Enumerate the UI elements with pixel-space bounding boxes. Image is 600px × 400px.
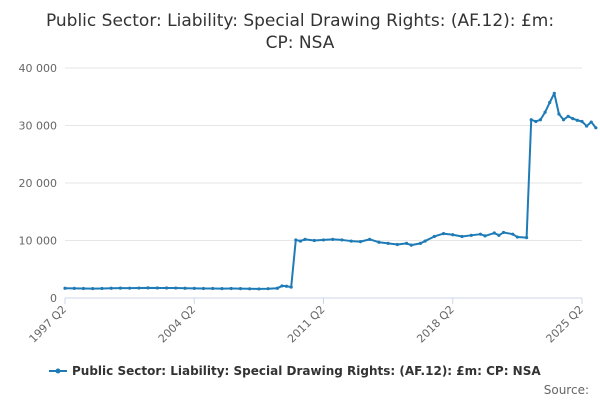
data-point[interactable] xyxy=(561,118,566,122)
data-point[interactable] xyxy=(478,232,483,236)
gridlines xyxy=(65,67,582,241)
data-point[interactable] xyxy=(340,238,344,242)
data-point[interactable] xyxy=(497,233,501,237)
data-point[interactable] xyxy=(303,237,307,241)
data-point[interactable] xyxy=(548,100,552,105)
data-point[interactable] xyxy=(118,286,122,290)
chart-title-line2: CP: NSA xyxy=(266,33,335,53)
data-point[interactable] xyxy=(441,232,446,236)
data-point[interactable] xyxy=(128,286,132,290)
data-point[interactable] xyxy=(257,287,261,291)
data-point[interactable] xyxy=(248,287,252,291)
data-point[interactable] xyxy=(368,237,372,241)
data-point[interactable] xyxy=(529,118,533,122)
x-tick-label: 2018 Q2 xyxy=(414,303,457,346)
data-point[interactable] xyxy=(229,286,233,291)
data-point[interactable] xyxy=(294,238,298,242)
data-point[interactable] xyxy=(395,242,399,247)
data-point[interactable] xyxy=(552,91,556,95)
data-point[interactable] xyxy=(451,233,455,237)
series-line-0 xyxy=(64,92,597,290)
source-label: Source: xyxy=(544,383,589,397)
data-point[interactable] xyxy=(321,238,326,242)
data-point[interactable] xyxy=(594,126,598,130)
legend[interactable]: Public Sector: Liability: Special Drawin… xyxy=(49,364,541,378)
x-tick-label: 2025 Q2 xyxy=(544,303,587,346)
data-point[interactable] xyxy=(201,286,206,291)
data-point[interactable] xyxy=(349,239,353,243)
data-point[interactable] xyxy=(557,112,561,116)
x-axis-ticks: 1997 Q2 2004 Q2 2011 Q2 2018 Q2 2025 Q2 xyxy=(27,298,587,346)
chart-title-line1: Public Sector: Liability: Special Drawin… xyxy=(46,11,554,31)
data-point[interactable] xyxy=(174,286,178,290)
data-point[interactable] xyxy=(571,117,575,121)
data-point[interactable] xyxy=(525,236,529,240)
data-point[interactable] xyxy=(469,233,473,237)
data-point[interactable] xyxy=(386,241,390,245)
y-tick-label: 30 000 xyxy=(19,120,58,133)
data-point[interactable] xyxy=(109,286,113,290)
data-point[interactable] xyxy=(404,241,409,245)
data-point[interactable] xyxy=(358,240,363,244)
data-point[interactable] xyxy=(146,286,150,290)
data-point[interactable] xyxy=(280,284,284,288)
x-tick-label: 1997 Q2 xyxy=(27,303,70,346)
data-point[interactable] xyxy=(589,120,593,124)
data-point[interactable] xyxy=(534,119,538,124)
data-point[interactable] xyxy=(377,240,381,244)
data-point[interactable] xyxy=(575,118,579,122)
data-point[interactable] xyxy=(515,235,519,239)
data-point[interactable] xyxy=(511,232,515,236)
data-point[interactable] xyxy=(91,286,95,291)
data-point[interactable] xyxy=(432,234,436,239)
data-point[interactable] xyxy=(460,234,464,239)
data-point[interactable] xyxy=(492,231,496,235)
data-point[interactable] xyxy=(72,286,76,290)
y-tick-label: 0 xyxy=(50,292,57,305)
x-tick-label: 2004 Q2 xyxy=(156,303,199,346)
data-point[interactable] xyxy=(483,234,487,238)
y-tick-label: 40 000 xyxy=(19,62,58,75)
data-point[interactable] xyxy=(164,286,169,290)
data-point[interactable] xyxy=(284,284,289,288)
data-point[interactable] xyxy=(566,114,570,118)
data-point[interactable] xyxy=(418,241,423,245)
data-point[interactable] xyxy=(585,124,589,128)
data-point[interactable] xyxy=(289,285,293,289)
data-point[interactable] xyxy=(183,286,187,290)
y-tick-label: 10 000 xyxy=(19,235,58,248)
y-tick-label: 20 000 xyxy=(19,177,58,190)
data-point[interactable] xyxy=(501,230,506,235)
data-point[interactable] xyxy=(192,286,196,290)
data-point[interactable] xyxy=(63,286,67,290)
data-point[interactable] xyxy=(423,239,427,243)
data-point[interactable] xyxy=(266,287,270,291)
data-point[interactable] xyxy=(100,286,104,291)
x-tick-label: 2011 Q2 xyxy=(285,303,328,346)
data-point[interactable] xyxy=(137,286,141,290)
data-point[interactable] xyxy=(543,110,547,114)
data-point[interactable] xyxy=(155,286,159,290)
data-point[interactable] xyxy=(211,286,215,291)
data-point[interactable] xyxy=(312,238,316,243)
y-axis-ticks: 0 10 000 20 000 30 000 40 000 xyxy=(19,62,58,305)
data-point[interactable] xyxy=(81,286,86,291)
series-layer xyxy=(63,91,598,291)
legend-marker-icon xyxy=(55,368,61,374)
data-point[interactable] xyxy=(220,286,224,291)
data-point[interactable] xyxy=(580,119,584,124)
data-point[interactable] xyxy=(538,118,543,122)
data-point[interactable] xyxy=(409,243,413,247)
data-point[interactable] xyxy=(275,286,279,290)
data-point[interactable] xyxy=(331,237,335,241)
data-point[interactable] xyxy=(238,287,243,291)
legend-label: Public Sector: Liability: Special Drawin… xyxy=(72,364,541,378)
data-point[interactable] xyxy=(298,239,303,243)
